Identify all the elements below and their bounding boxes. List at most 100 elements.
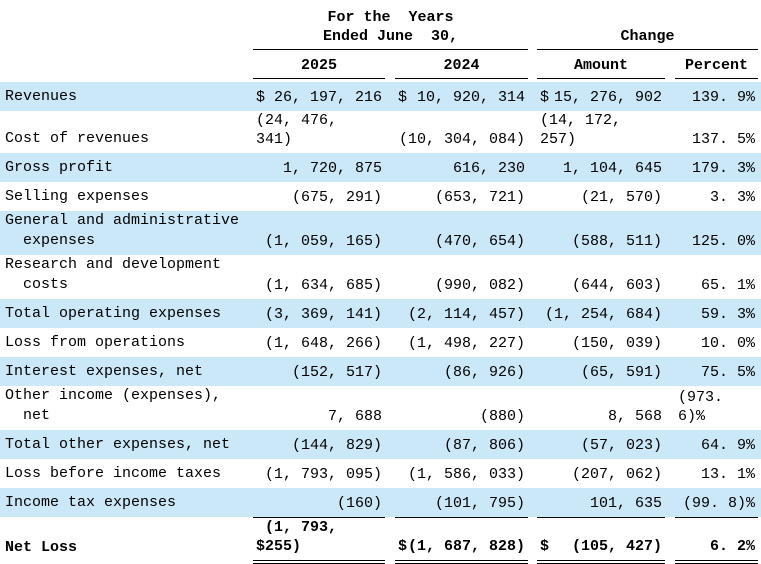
row-label: Loss from operations bbox=[5, 334, 186, 351]
table-row: Total operating expenses (3, 369, 141) (… bbox=[0, 299, 761, 328]
cell-value: 7, 688 bbox=[327, 408, 382, 425]
column-gap bbox=[528, 430, 537, 459]
cell-value: 139. 9% bbox=[692, 89, 756, 106]
cell-2025: (1, 648, 266) bbox=[253, 328, 385, 357]
cell-amount: (150, 039) bbox=[537, 328, 665, 357]
column-gap bbox=[665, 517, 675, 562]
cell-percent: 59. 3% bbox=[675, 299, 758, 328]
cell-amount: (65, 591) bbox=[537, 357, 665, 386]
cell-value: 8, 568 bbox=[608, 408, 663, 425]
row-label: Interest expenses, net bbox=[5, 363, 204, 380]
column-gap bbox=[528, 211, 537, 255]
column-gap bbox=[665, 211, 675, 255]
column-gap bbox=[385, 459, 395, 488]
cell-value: (1, 793, 255) bbox=[265, 518, 338, 555]
dollar-sign: $ bbox=[540, 89, 550, 106]
column-gap bbox=[528, 488, 537, 517]
cell-value: (880) bbox=[480, 408, 526, 425]
column-gap bbox=[385, 357, 395, 386]
column-gap bbox=[665, 328, 675, 357]
cell-2025: (675, 291) bbox=[253, 182, 385, 211]
table-row: Income tax expenses (160) (101, 795) 101… bbox=[0, 488, 761, 518]
dollar-sign: $ bbox=[398, 89, 408, 106]
row-label: Gross profit bbox=[5, 159, 114, 176]
cell-value: (101, 795) bbox=[435, 494, 526, 512]
cell-percent: 13. 1% bbox=[675, 459, 758, 488]
cell-value: 65. 1% bbox=[701, 277, 756, 294]
column-gap bbox=[528, 255, 537, 299]
cell-percent: 6. 2% bbox=[675, 517, 759, 564]
cell-amount: (1, 254, 684) bbox=[537, 299, 665, 328]
column-gap bbox=[528, 111, 537, 153]
cell-percent: 3. 3% bbox=[675, 182, 758, 211]
cell-2024: (470, 654) bbox=[395, 211, 528, 255]
cell-value: (1, 648, 266) bbox=[264, 335, 382, 352]
column-gap bbox=[665, 299, 675, 328]
cell-2025: (1, 634, 685) bbox=[253, 255, 385, 299]
column-gap bbox=[385, 82, 395, 111]
cell-value: (1, 498, 227) bbox=[408, 335, 526, 352]
cell-value: (57, 023) bbox=[581, 437, 663, 454]
table-row: Other income (expenses), net 7, 688 (880… bbox=[0, 386, 761, 430]
cell-amount: 1, 104, 645 bbox=[537, 153, 665, 182]
cell-percent: 125. 0% bbox=[675, 211, 758, 255]
cell-2025: (144, 829) bbox=[253, 430, 385, 459]
cell-percent: (99. 8)% bbox=[675, 488, 759, 518]
cell-value: 179. 3% bbox=[692, 160, 756, 177]
cell-amount: (588, 511) bbox=[537, 211, 665, 255]
cell-value: (1, 793, 095) bbox=[264, 466, 382, 483]
column-gap bbox=[385, 430, 395, 459]
cell-value: 10. 0% bbox=[701, 335, 756, 352]
column-header-amount: Amount bbox=[537, 49, 666, 79]
cell-amount: (57, 023) bbox=[537, 430, 665, 459]
table-row: General and administrative expenses (1, … bbox=[0, 211, 761, 255]
column-header-percent: Percent bbox=[675, 49, 759, 79]
table-row: Selling expenses (675, 291) (653, 721) (… bbox=[0, 182, 761, 211]
cell-value: (644, 603) bbox=[572, 277, 663, 294]
cell-value: (653, 721) bbox=[435, 189, 526, 206]
column-gap bbox=[665, 430, 675, 459]
cell-value: (1, 634, 685) bbox=[264, 277, 382, 294]
column-gap bbox=[385, 111, 395, 153]
column-gap bbox=[528, 517, 537, 562]
period-group-title: For the Years Ended June 30, bbox=[323, 8, 459, 45]
cell-2025: (160) bbox=[253, 488, 385, 518]
column-gap bbox=[385, 517, 395, 562]
table-row: Research and development costs (1, 634, … bbox=[0, 255, 761, 299]
cell-value: (3, 369, 141) bbox=[264, 306, 382, 323]
cell-value: 125. 0% bbox=[692, 233, 756, 250]
row-label: Loss before income taxes bbox=[5, 465, 222, 482]
cell-2024: (880) bbox=[395, 386, 528, 430]
column-header-2024: 2024 bbox=[395, 49, 529, 79]
period-group-header: For the Years Ended June 30, bbox=[253, 0, 529, 50]
cell-value: (160) bbox=[336, 494, 382, 512]
column-gap bbox=[385, 299, 395, 328]
column-gap bbox=[665, 459, 675, 488]
cell-value: (14, 172, 257) bbox=[540, 112, 622, 148]
cell-amount: (644, 603) bbox=[537, 255, 665, 299]
column-gap bbox=[665, 182, 675, 211]
cell-amount: 101, 635 bbox=[537, 488, 666, 518]
table-row: Loss from operations (1, 648, 266) (1, 4… bbox=[0, 328, 761, 357]
row-label: Net Loss bbox=[5, 538, 78, 556]
cell-value: (2, 114, 457) bbox=[408, 306, 526, 323]
cell-value: 64. 9% bbox=[701, 437, 756, 454]
cell-value: 75. 5% bbox=[701, 364, 756, 381]
cell-2024: $ 10, 920, 314 bbox=[395, 82, 528, 111]
cell-2024: (86, 926) bbox=[395, 357, 528, 386]
column-gap bbox=[528, 0, 537, 49]
column-gap bbox=[528, 182, 537, 211]
dollar-sign: $ bbox=[256, 89, 266, 106]
cell-value: (152, 517) bbox=[291, 364, 382, 381]
cell-percent: 179. 3% bbox=[675, 153, 758, 182]
column-gap bbox=[665, 153, 675, 182]
column-gap bbox=[665, 488, 675, 517]
table-row: Net Loss $ (1, 793, 255) $ (1, 687, 828)… bbox=[0, 517, 761, 564]
column-gap bbox=[665, 49, 675, 78]
column-gap bbox=[528, 459, 537, 488]
cell-value: (87, 806) bbox=[444, 437, 526, 454]
column-gap bbox=[528, 357, 537, 386]
row-label: Selling expenses bbox=[5, 188, 150, 205]
table-row: Loss before income taxes (1, 793, 095) (… bbox=[0, 459, 761, 488]
